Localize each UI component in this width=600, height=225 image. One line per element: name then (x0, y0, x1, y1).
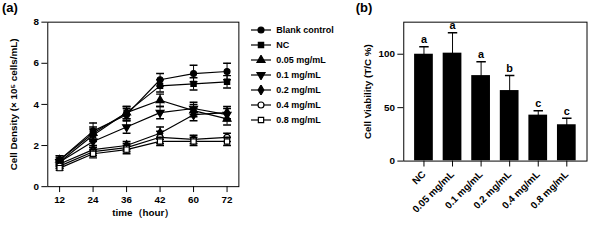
svg-text:42: 42 (155, 194, 166, 205)
html-text:(a): (a) (2, 0, 18, 15)
svg-text:a: a (449, 19, 456, 31)
svg-text:NC: NC (409, 169, 427, 187)
svg-text:b: b (506, 62, 513, 74)
svg-text:0.4 mg/mL: 0.4 mg/mL (499, 168, 542, 211)
svg-text:a: a (421, 33, 428, 45)
svg-text:0.2 mg/mL: 0.2 mg/mL (470, 168, 513, 211)
svg-text:0: 0 (33, 181, 39, 192)
svg-text:50: 50 (384, 102, 395, 113)
svg-text:8: 8 (33, 16, 39, 27)
html-text:0.8 mg/mL: 0.8 mg/mL (276, 114, 321, 125)
html-text:(b): (b) (355, 0, 373, 15)
svg-text:36: 36 (121, 194, 132, 205)
html-text:NC: NC (276, 39, 290, 50)
html-text:Blank control: Blank control (276, 24, 334, 35)
svg-text:100: 100 (378, 48, 395, 59)
svg-text:24: 24 (88, 194, 99, 205)
html-text:0.05 mg/mL: 0.05 mg/mL (276, 54, 326, 65)
svg-text:2: 2 (33, 140, 39, 151)
svg-text:c: c (535, 97, 541, 109)
svg-text:c: c (563, 105, 569, 117)
svg-text:Cell Viability (T/C %): Cell Viability (T/C %) (362, 44, 373, 139)
svg-text:Cell Density (× 10⁵ cells/mL): Cell Density (× 10⁵ cells/mL) (8, 38, 19, 170)
svg-text:time（hour）: time（hour） (112, 207, 174, 218)
html-text:0.2 mg/mL: 0.2 mg/mL (276, 84, 321, 95)
svg-text:12: 12 (54, 194, 65, 205)
svg-text:0: 0 (389, 155, 395, 166)
html-text:0.1 mg/mL: 0.1 mg/mL (276, 69, 321, 80)
svg-text:6: 6 (33, 57, 39, 68)
svg-text:60: 60 (188, 194, 199, 205)
svg-text:0.05 mg/mL: 0.05 mg/mL (409, 168, 456, 215)
svg-text:72: 72 (222, 194, 233, 205)
svg-text:0.8 mg/mL: 0.8 mg/mL (528, 169, 570, 211)
svg-text:4: 4 (33, 99, 39, 110)
svg-text:a: a (478, 48, 485, 60)
svg-text:0.1 mg/mL: 0.1 mg/mL (442, 168, 485, 211)
html-text:0.4 mg/mL: 0.4 mg/mL (276, 99, 321, 110)
